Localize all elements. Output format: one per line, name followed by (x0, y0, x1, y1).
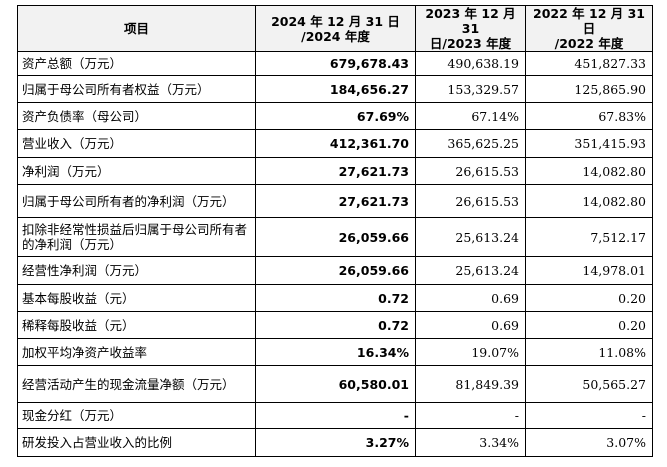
value-cell: 11.08% (525, 338, 653, 366)
value-cell: 3.07% (525, 428, 653, 457)
row-label: 经营性净利润（万元） (17, 256, 256, 285)
value-cell: 365,625.25 (415, 129, 526, 158)
value-cell: 67.83% (525, 102, 653, 130)
row-label: 经营活动产生的现金流量净额（万元） (17, 365, 256, 403)
value-cell: - (255, 402, 416, 429)
row-label: 稀释每股收益（元） (17, 311, 256, 339)
header-cell: 2022 年 12 月 31 日/2022 年度 (525, 5, 653, 52)
row-label: 基本每股收益（元） (17, 284, 256, 312)
value-cell: 0.69 (415, 311, 526, 339)
header-line: /2024 年度 (301, 28, 370, 44)
value-cell: 490,638.19 (415, 51, 526, 76)
value-cell: 3.34% (415, 428, 526, 457)
data-row: 营业收入（万元） 412,361.70 365,625.25 351,415.93 (17, 129, 653, 158)
financial-table: 项目 2024 年 12 月 31 日/2024 年度 2023 年 12 月 31… (17, 5, 653, 457)
header-cell: 项目 (17, 5, 256, 52)
row-label: 资产负债率（母公司） (17, 102, 256, 130)
data-row: 归属于母公司所有者的净利润（万元） 27,621.73 26,615.53 14,08… (17, 184, 653, 218)
header-row: 项目 2024 年 12 月 31 日/2024 年度 2023 年 12 月 31… (17, 5, 653, 52)
data-row: 净利润（万元） 27,621.73 26,615.53 14,082.80 (17, 157, 653, 185)
data-row: 经营性净利润（万元） 26,059.66 25,613.24 14,978.01 (17, 256, 653, 285)
value-cell: 67.69% (255, 102, 416, 130)
row-label: 归属于母公司所有者的净利润（万元） (17, 184, 256, 218)
header-line: 2023 年 12 月 31 (425, 6, 516, 36)
data-row: 研发投入占营业收入的比例 3.27% 3.34% 3.07% (17, 428, 653, 457)
header-line: 项目 (123, 21, 149, 36)
row-label: 加权平均净资产收益率 (17, 338, 256, 366)
data-row: 扣除非经常性损益后归属于母公司所有者的净利润（万元） 26,059.66 25,61… (17, 217, 653, 257)
value-cell: 25,613.24 (415, 217, 526, 257)
value-cell: 14,082.80 (525, 157, 653, 185)
value-cell: 14,082.80 (525, 184, 653, 218)
value-cell: 26,059.66 (255, 256, 416, 285)
value-cell: 27,621.73 (255, 157, 416, 185)
value-cell: 3.27% (255, 428, 416, 457)
value-cell: 60,580.01 (255, 365, 416, 403)
row-label: 扣除非经常性损益后归属于母公司所有者的净利润（万元） (17, 217, 256, 257)
header-line: 日/2023 年度 (429, 36, 512, 51)
data-row: 经营活动产生的现金流量净额（万元） 60,580.01 81,849.39 50,56… (17, 365, 653, 403)
value-cell: 50,565.27 (525, 365, 653, 403)
data-row: 归属于母公司所有者权益（万元） 184,656.27 153,329.57 125,8… (17, 75, 653, 103)
data-row: 资产总额（万元） 679,678.43 490,638.19 451,827.33 (17, 51, 653, 76)
data-row: 现金分红（万元） - - - (17, 402, 653, 429)
value-cell: 184,656.27 (255, 75, 416, 103)
row-label: 净利润（万元） (17, 157, 256, 185)
value-cell: 26,615.53 (415, 184, 526, 218)
value-cell: 0.20 (525, 284, 653, 312)
row-label: 归属于母公司所有者权益（万元） (17, 75, 256, 103)
value-cell: 67.14% (415, 102, 526, 130)
value-cell: - (415, 402, 526, 429)
value-cell: 16.34% (255, 338, 416, 366)
header-line: 2024 年 12 月 31 日 (271, 13, 400, 29)
value-cell: 19.07% (415, 338, 526, 366)
data-row: 资产负债率（母公司） 67.69% 67.14% 67.83% (17, 102, 653, 130)
header-cell: 2024 年 12 月 31 日/2024 年度 (255, 5, 416, 52)
value-cell: 7,512.17 (525, 217, 653, 257)
data-row: 基本每股收益（元） 0.72 0.69 0.20 (17, 284, 653, 312)
value-cell: 679,678.43 (255, 51, 416, 76)
value-cell: 0.20 (525, 311, 653, 339)
value-cell: 25,613.24 (415, 256, 526, 285)
data-row: 稀释每股收益（元） 0.72 0.69 0.20 (17, 311, 653, 339)
row-label: 研发投入占营业收入的比例 (17, 428, 256, 457)
value-cell: 26,059.66 (255, 217, 416, 257)
value-cell: 27,621.73 (255, 184, 416, 218)
value-cell: 125,865.90 (525, 75, 653, 103)
value-cell: 451,827.33 (525, 51, 653, 76)
value-cell: 0.72 (255, 311, 416, 339)
header-line: 2022 年 12 月 31 日 (533, 6, 645, 36)
data-row: 加权平均净资产收益率 16.34% 19.07% 11.08% (17, 338, 653, 366)
row-label: 营业收入（万元） (17, 129, 256, 158)
value-cell: 412,361.70 (255, 129, 416, 158)
value-cell: 153,329.57 (415, 75, 526, 103)
header-line: /2022 年度 (554, 36, 624, 51)
value-cell: 14,978.01 (525, 256, 653, 285)
table-body: 资产总额（万元） 679,678.43 490,638.19 451,827.33 归属… (17, 51, 653, 457)
value-cell: 351,415.93 (525, 129, 653, 158)
value-cell: 0.69 (415, 284, 526, 312)
header-cell: 2023 年 12 月 31 日/2023 年度 (415, 5, 526, 52)
value-cell: - (525, 402, 653, 429)
row-label: 现金分红（万元） (17, 402, 256, 429)
row-label: 资产总额（万元） (17, 51, 256, 76)
value-cell: 81,849.39 (415, 365, 526, 403)
value-cell: 26,615.53 (415, 157, 526, 185)
value-cell: 0.72 (255, 284, 416, 312)
